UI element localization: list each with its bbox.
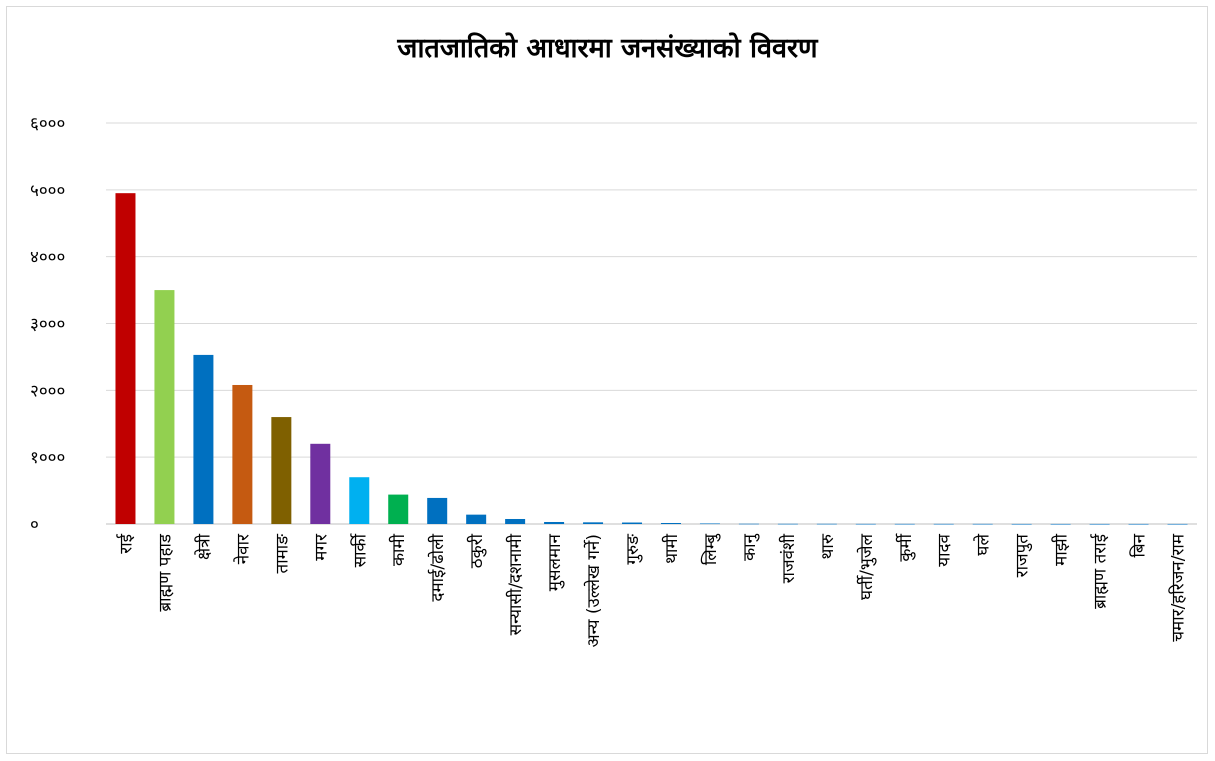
bar	[349, 477, 370, 524]
bar	[310, 443, 331, 524]
bar	[972, 523, 993, 525]
bar	[622, 522, 643, 524]
bar	[699, 523, 720, 525]
x-category-label: राजवंशी	[778, 533, 799, 583]
x-axis-labels: राई ब्राह्मण पहाड क्षेत्री नेवार तामाङ मगर सार…	[115, 532, 1188, 647]
x-category-label: मगर	[311, 533, 331, 561]
bar	[855, 523, 876, 525]
bar	[466, 514, 487, 524]
x-category-label: सन्यासी/दशनामी	[505, 533, 526, 635]
y-tick-label: ४०००	[30, 248, 65, 268]
x-category-label: ब्राह्मण पहाड	[155, 533, 175, 612]
x-category-label: माझी	[1051, 533, 1072, 565]
y-tick-label: ३०००	[30, 315, 65, 335]
bar	[1089, 523, 1110, 525]
bar	[933, 523, 954, 525]
bar	[1128, 523, 1149, 525]
x-category-label: थारु	[818, 533, 838, 559]
bar	[777, 523, 798, 525]
x-category-label: लिम्बु	[700, 533, 721, 565]
x-category-label: ब्राह्मण तराई	[1090, 533, 1111, 609]
bar	[583, 522, 604, 524]
y-tick-label: ५०००	[30, 181, 65, 201]
x-category-label: क्षेत्री	[193, 533, 214, 560]
x-category-label: नेवार	[232, 533, 253, 564]
x-category-label: चमार/हरिजन/राम	[1168, 533, 1189, 642]
bar	[115, 193, 136, 525]
bar	[894, 523, 915, 525]
bar	[544, 521, 565, 524]
x-category-label: राई	[115, 533, 136, 554]
y-tick-label: २०००	[30, 381, 65, 401]
y-axis-ticks: ० १००० २००० ३००० ४००० ५००० ६०००	[30, 114, 65, 535]
x-category-label: यादव	[935, 533, 955, 566]
x-category-label: घले	[973, 534, 994, 556]
x-category-label: थामी	[661, 533, 682, 563]
bar	[388, 494, 409, 524]
bar	[271, 417, 292, 524]
bar	[505, 518, 526, 524]
bars	[115, 193, 1188, 525]
bar	[1167, 523, 1188, 525]
x-category-label: अन्य (उल्लेख गर्ने)	[583, 534, 604, 647]
x-category-label: बिन	[1129, 533, 1150, 557]
bar	[427, 497, 448, 524]
x-category-label: कानु	[740, 533, 760, 561]
x-category-label: मुसलमान	[545, 533, 565, 591]
x-category-label: ठकुरी	[466, 533, 487, 568]
y-tick-label: ०	[30, 515, 39, 535]
gridlines	[106, 122, 1197, 525]
x-category-label: राजपुत	[1013, 534, 1033, 578]
bar	[816, 523, 837, 525]
x-category-label: सार्की	[349, 532, 370, 567]
x-category-label: दमाई/ढोली	[427, 533, 448, 601]
y-tick-label: १०००	[30, 448, 65, 468]
bar	[1050, 523, 1071, 525]
x-category-label: कुर्मी	[895, 532, 916, 561]
y-tick-label: ६०००	[30, 114, 65, 134]
bar	[660, 522, 681, 524]
x-category-label: गुरुङ	[623, 533, 643, 565]
bar	[1011, 523, 1032, 525]
x-category-label: कामी	[388, 533, 409, 566]
bar	[193, 354, 214, 524]
x-category-label: तामाङ	[272, 533, 292, 574]
bar	[154, 290, 175, 524]
bar	[738, 523, 759, 525]
bar	[232, 384, 253, 524]
x-category-label: घर्ती/भुजेल	[856, 534, 877, 600]
chart-title: जातजातिको आधारमा जनसंख्याको विवरण	[397, 33, 818, 64]
